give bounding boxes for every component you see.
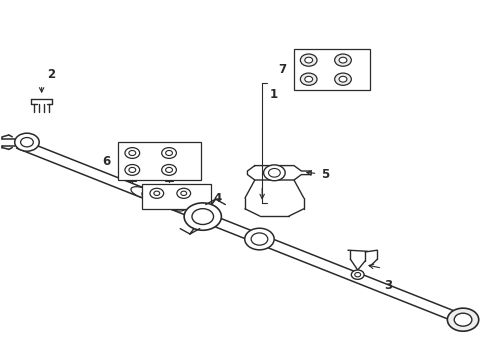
Circle shape xyxy=(335,54,351,66)
Bar xyxy=(118,142,201,180)
Circle shape xyxy=(125,165,140,175)
Circle shape xyxy=(21,138,33,147)
Circle shape xyxy=(447,308,479,331)
Circle shape xyxy=(154,191,160,195)
Circle shape xyxy=(129,150,136,156)
Circle shape xyxy=(192,209,214,225)
Text: 5: 5 xyxy=(321,168,329,181)
Circle shape xyxy=(339,76,347,82)
Circle shape xyxy=(129,167,136,172)
Circle shape xyxy=(305,57,313,63)
Ellipse shape xyxy=(142,191,163,202)
Bar xyxy=(142,184,211,209)
Text: 3: 3 xyxy=(385,279,393,292)
Circle shape xyxy=(335,73,351,85)
Circle shape xyxy=(181,191,187,195)
Circle shape xyxy=(305,76,313,82)
Circle shape xyxy=(264,165,285,181)
Circle shape xyxy=(300,54,317,66)
Text: 1: 1 xyxy=(270,88,278,101)
Circle shape xyxy=(339,57,347,63)
Circle shape xyxy=(245,228,274,250)
Circle shape xyxy=(162,165,176,175)
Circle shape xyxy=(351,270,364,279)
Circle shape xyxy=(251,233,268,245)
Text: 7: 7 xyxy=(278,63,287,76)
Ellipse shape xyxy=(164,200,185,211)
Circle shape xyxy=(355,273,361,277)
Text: 4: 4 xyxy=(213,192,221,204)
Bar xyxy=(294,49,370,90)
Circle shape xyxy=(184,203,221,230)
Circle shape xyxy=(125,148,140,158)
Circle shape xyxy=(177,188,191,198)
Circle shape xyxy=(15,133,39,151)
Text: 6: 6 xyxy=(102,155,110,168)
Circle shape xyxy=(454,313,472,326)
Circle shape xyxy=(300,73,317,85)
Circle shape xyxy=(269,168,280,177)
Circle shape xyxy=(166,150,172,156)
Ellipse shape xyxy=(131,187,152,198)
Ellipse shape xyxy=(153,195,174,207)
Circle shape xyxy=(162,148,176,158)
Circle shape xyxy=(150,188,164,198)
Text: 2: 2 xyxy=(48,68,55,81)
Circle shape xyxy=(166,167,172,172)
